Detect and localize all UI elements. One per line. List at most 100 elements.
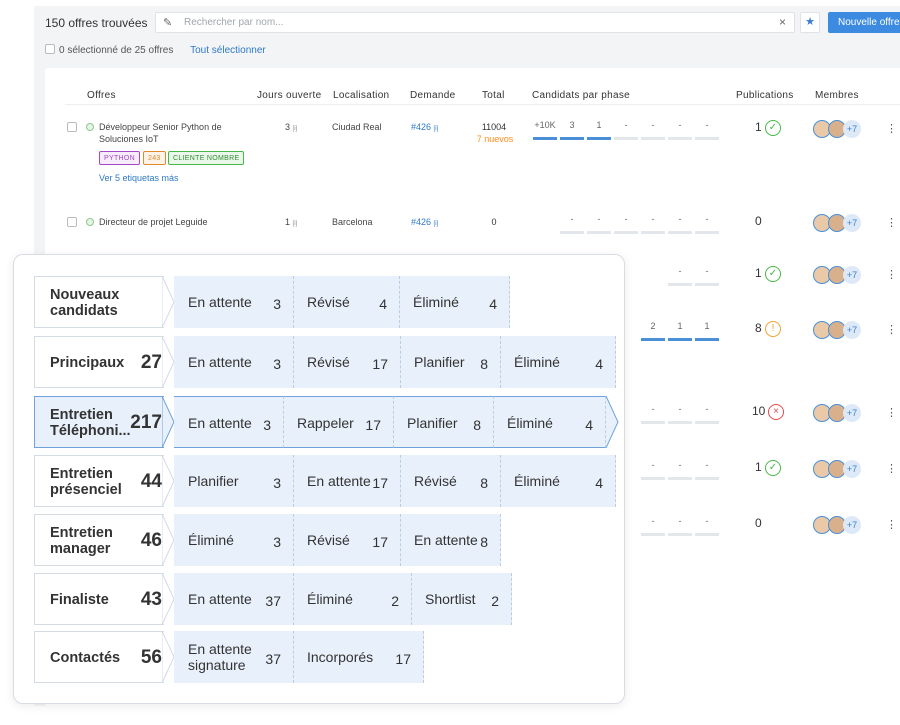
kebab-menu-icon[interactable]: ⋮ xyxy=(886,269,897,281)
request-link[interactable]: #426 [i] xyxy=(411,217,438,227)
stage-label[interactable]: Nouveaux candidats xyxy=(34,276,164,328)
favorites-button[interactable]: ★ xyxy=(800,12,820,33)
offer-title[interactable]: Directeur de projet Leguide xyxy=(99,217,208,227)
phase-segment[interactable]: Éliminé 4 xyxy=(501,336,616,388)
phase-count[interactable]: - xyxy=(678,214,682,224)
kebab-menu-icon[interactable]: ⋮ xyxy=(886,519,897,531)
more-members-badge[interactable]: +7 xyxy=(843,516,861,534)
phase-segment[interactable]: En attente 37 xyxy=(174,573,294,625)
phase-segment[interactable]: En attente signature 37 xyxy=(174,631,294,683)
phase-count[interactable]: - xyxy=(651,516,655,526)
new-offer-button[interactable]: Nouvelle offre xyxy=(828,12,900,33)
info-icon[interactable]: [i] xyxy=(433,126,439,132)
phase-segment[interactable]: Révisé 17 xyxy=(294,514,401,566)
phase-segment[interactable]: Révisé 4 xyxy=(294,276,400,328)
stage-label[interactable]: Entretien présenciel 44 xyxy=(34,455,164,507)
request-value[interactable]: #426 xyxy=(411,122,432,132)
kebab-menu-icon[interactable]: ⋮ xyxy=(886,123,897,135)
tag-python[interactable]: PYTHON xyxy=(99,151,140,165)
phase-segment[interactable]: En attente 3 xyxy=(174,276,294,328)
kebab-menu-icon[interactable]: ⋮ xyxy=(886,217,897,229)
phase-count[interactable]: - xyxy=(678,266,682,276)
phase-segment[interactable]: Éliminé 2 xyxy=(294,573,412,625)
column-header-offers[interactable]: Offres xyxy=(87,90,116,101)
phase-count[interactable]: 1 xyxy=(596,120,602,130)
column-header-phases[interactable]: Candidats par phase xyxy=(532,90,630,101)
column-header-days[interactable]: Jours ouverte xyxy=(257,90,322,101)
phase-segment[interactable]: Éliminé 3 xyxy=(174,514,294,566)
search-input[interactable]: ✎ Rechercher par nom... × xyxy=(155,12,795,33)
phase-count[interactable]: 2 xyxy=(650,321,656,331)
column-header-location[interactable]: Localisation xyxy=(333,90,390,101)
phase-count[interactable]: - xyxy=(624,214,628,224)
phase-count[interactable]: - xyxy=(705,404,709,414)
phase-segment[interactable]: Éliminé 4 xyxy=(501,455,616,507)
phase-count[interactable]: +10K xyxy=(534,120,556,130)
stage-label[interactable]: Entretien manager 46 xyxy=(34,514,164,566)
more-members-badge[interactable]: +7 xyxy=(843,321,861,339)
kebab-menu-icon[interactable]: ⋮ xyxy=(886,324,897,336)
phase-count[interactable]: - xyxy=(651,460,655,470)
phase-segment[interactable]: Révisé 8 xyxy=(401,455,501,507)
phase-count[interactable]: - xyxy=(705,214,709,224)
phase-count[interactable]: - xyxy=(678,120,682,130)
phase-segment[interactable]: Éliminé 4 xyxy=(494,396,606,448)
phase-segment[interactable]: En attente 17 xyxy=(294,455,401,507)
more-members-badge[interactable]: +7 xyxy=(843,460,861,478)
phase-segment[interactable]: En attente 8 xyxy=(401,514,501,566)
kebab-menu-icon[interactable]: ⋮ xyxy=(886,463,897,475)
stage-label[interactable]: Contactés 56 xyxy=(34,631,164,683)
select-all-link[interactable]: Tout sélectionner xyxy=(190,45,266,56)
column-header-publications[interactable]: Publications xyxy=(736,90,794,101)
column-header-total[interactable]: Total xyxy=(482,90,505,101)
request-link[interactable]: #426 [i] xyxy=(411,122,438,132)
more-members-badge[interactable]: +7 xyxy=(843,214,861,232)
row-checkbox[interactable] xyxy=(67,217,77,227)
phase-segment[interactable]: Shortlist 2 xyxy=(412,573,512,625)
stage-label[interactable]: Finaliste 43 xyxy=(34,573,164,625)
phase-count[interactable]: 1 xyxy=(677,321,683,331)
more-members-badge[interactable]: +7 xyxy=(843,120,861,138)
select-checkbox[interactable] xyxy=(45,44,55,54)
phase-segment[interactable]: Révisé 17 xyxy=(294,336,401,388)
phase-count[interactable]: - xyxy=(597,214,601,224)
offer-title[interactable]: Développeur Senior Python de Soluciones … xyxy=(99,122,222,144)
phase-count[interactable]: - xyxy=(705,120,709,130)
phase-count[interactable]: 1 xyxy=(704,321,710,331)
phase-count[interactable]: - xyxy=(651,214,655,224)
phase-segment[interactable]: Planifier 8 xyxy=(401,336,501,388)
phase-segment[interactable]: En attente 3 xyxy=(174,336,294,388)
phase-segment[interactable]: Incorporés 17 xyxy=(294,631,424,683)
phase-count[interactable]: 3 xyxy=(569,120,575,130)
phase-count[interactable]: - xyxy=(705,460,709,470)
phase-count[interactable]: - xyxy=(570,214,574,224)
stage-label[interactable]: Entretien Téléphoni... 217 xyxy=(34,396,164,448)
info-icon[interactable]: [i] xyxy=(292,126,298,132)
request-value[interactable]: #426 xyxy=(411,217,432,227)
phase-count[interactable]: - xyxy=(678,404,682,414)
phase-count[interactable]: - xyxy=(624,120,628,130)
column-header-request[interactable]: Demande xyxy=(410,90,456,101)
phase-count[interactable]: - xyxy=(651,404,655,414)
stage-label[interactable]: Principaux 27 xyxy=(34,336,164,388)
phase-count[interactable]: - xyxy=(705,266,709,276)
phase-segment[interactable]: Planifier 8 xyxy=(394,396,494,448)
tag-client[interactable]: CLIENTE NOMBRE xyxy=(168,151,245,165)
info-icon[interactable]: [i] xyxy=(292,221,298,227)
see-more-tags-link[interactable]: Ver 5 etiquetas más xyxy=(99,173,179,183)
tag-number[interactable]: 243 xyxy=(143,151,166,165)
phase-count[interactable]: - xyxy=(678,516,682,526)
close-icon[interactable]: × xyxy=(778,15,786,29)
column-header-members[interactable]: Membres xyxy=(815,90,859,101)
info-icon[interactable]: [i] xyxy=(433,221,439,227)
kebab-menu-icon[interactable]: ⋮ xyxy=(886,407,897,419)
phase-count[interactable]: - xyxy=(705,516,709,526)
phase-count[interactable]: - xyxy=(678,460,682,470)
phase-segment[interactable]: Rappeler 17 xyxy=(284,396,394,448)
row-checkbox[interactable] xyxy=(67,122,77,132)
more-members-badge[interactable]: +7 xyxy=(843,266,861,284)
phase-count[interactable]: - xyxy=(651,120,655,130)
more-members-badge[interactable]: +7 xyxy=(843,404,861,422)
phase-segment[interactable]: Planifier 3 xyxy=(174,455,294,507)
phase-segment[interactable]: Éliminé 4 xyxy=(400,276,510,328)
